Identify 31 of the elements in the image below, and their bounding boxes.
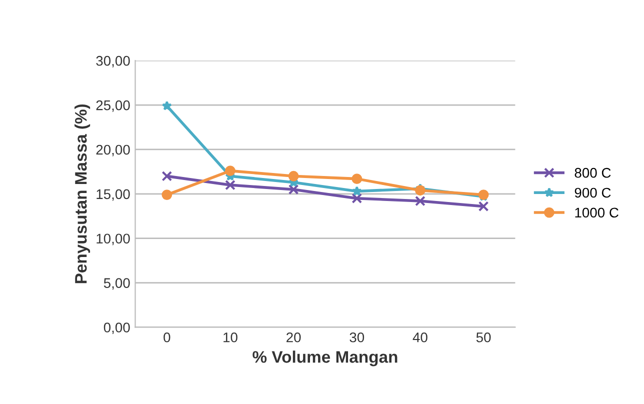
x-tick-label: 40 <box>412 332 428 342</box>
x-tick-label: 10 <box>224 332 238 342</box>
legend-label: 900 C <box>574 188 611 198</box>
point <box>288 170 299 182</box>
legend-label: 800 C <box>574 168 611 178</box>
x-axis-title: % Volume Mangan <box>252 350 398 366</box>
x-tick-label: 20 <box>286 332 301 342</box>
point <box>478 201 489 212</box>
point <box>288 184 299 195</box>
y-tick-label: 10,00 <box>96 234 130 246</box>
y-axis-title: Penyusutan Massa (%) <box>74 104 90 284</box>
x-tick-label: 30 <box>350 332 364 342</box>
y-tick-label: 30,00 <box>96 56 130 68</box>
point <box>162 190 172 200</box>
legend-label: 1000 C <box>575 208 618 218</box>
point <box>162 100 172 110</box>
y-tick-label: 25,00 <box>96 100 130 112</box>
y-tick-label: 15,00 <box>96 189 130 201</box>
point <box>162 170 172 182</box>
x-tick-label: 50 <box>476 332 491 342</box>
point <box>225 180 236 190</box>
point <box>352 174 362 184</box>
point <box>415 185 426 196</box>
x-tick-label: 0 <box>164 332 170 342</box>
y-tick-label: 5,00 <box>104 278 130 290</box>
y-tick-label: 20,00 <box>96 144 130 156</box>
point <box>352 186 362 196</box>
point <box>415 196 426 206</box>
point <box>352 193 362 204</box>
y-tick-label: 0,00 <box>104 322 130 334</box>
point <box>225 166 236 176</box>
